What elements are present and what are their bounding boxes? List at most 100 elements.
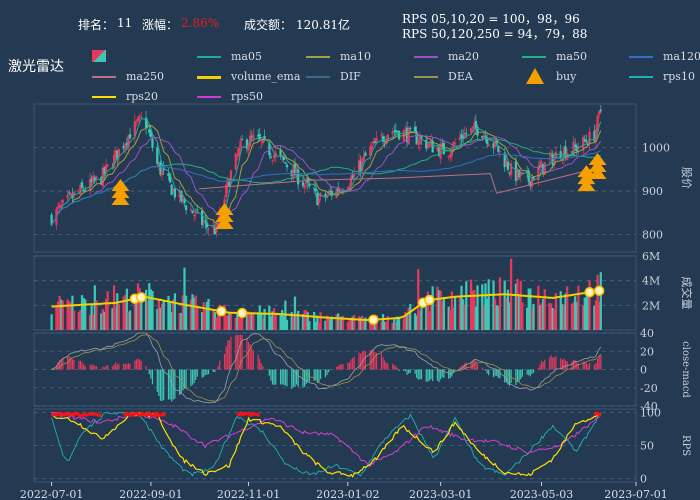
macd-bar — [102, 366, 104, 370]
legend-swatch-triangle — [526, 68, 544, 84]
macd-bar — [161, 369, 163, 402]
volume-bar — [495, 305, 498, 330]
macd-bar — [246, 337, 248, 370]
candle-body — [313, 188, 316, 190]
candle-body — [56, 206, 60, 209]
macd-bar — [174, 369, 176, 399]
macd-bar — [358, 352, 360, 370]
macd-bar — [94, 365, 96, 370]
volume-bar — [69, 302, 72, 330]
candle-body — [498, 150, 502, 152]
volume-bar — [93, 285, 96, 330]
volume-bar — [225, 315, 228, 330]
macd-bar — [68, 356, 70, 370]
volume-bar — [415, 315, 418, 330]
volume-bar — [173, 293, 177, 330]
legend-swatch-line — [92, 76, 116, 78]
macd-bar — [563, 358, 565, 370]
macd-bar — [84, 366, 86, 370]
legend-swatch-line — [197, 76, 221, 79]
candle-body — [138, 115, 141, 118]
candle-body — [229, 170, 233, 184]
volume-bar — [167, 295, 170, 330]
buy-triangle — [588, 152, 607, 165]
turnover-label: 成交额： — [244, 18, 293, 32]
buy-triangle — [111, 186, 130, 199]
macd-bar — [518, 369, 520, 382]
volume-bar — [303, 310, 306, 330]
volume-bar — [338, 317, 341, 330]
ma120-line — [51, 150, 602, 226]
candle-body — [297, 169, 300, 185]
candle-body — [314, 189, 317, 192]
macd-bar — [134, 360, 136, 370]
rps-highlight — [593, 411, 602, 418]
volume-bar — [122, 296, 125, 330]
candle-body — [373, 141, 377, 144]
macd-bar — [292, 369, 294, 387]
candle-body — [184, 205, 188, 211]
volume-bar — [212, 309, 215, 330]
candle-body — [281, 156, 284, 158]
volume-bar — [329, 319, 332, 330]
macd-bar — [182, 369, 184, 391]
candle-body — [370, 145, 373, 150]
candle-body — [149, 130, 152, 137]
candle-body — [554, 152, 558, 158]
volume-bar — [100, 313, 103, 330]
volume-bar — [260, 314, 263, 330]
macd-bar — [79, 360, 82, 370]
volume-bar — [425, 306, 428, 330]
volume-bar — [465, 281, 468, 330]
x-tick-label: 2023-07-01 — [604, 488, 667, 500]
volume-bar — [61, 300, 64, 330]
volume-bar — [469, 279, 473, 330]
macd-bar — [395, 366, 397, 370]
volume-bar — [474, 306, 478, 330]
macd-bar — [228, 339, 230, 370]
candle-body — [516, 168, 519, 180]
candle-body — [570, 151, 574, 153]
macd-bar — [560, 358, 562, 370]
rps20-line — [51, 412, 602, 478]
volume-bar — [196, 305, 199, 330]
macd-bar — [393, 364, 395, 370]
volume-bar — [594, 300, 598, 330]
candle-body — [140, 116, 143, 118]
volume-bar — [562, 304, 566, 330]
legend-label: ma10 — [340, 50, 371, 63]
candle-body — [125, 142, 128, 145]
macd-bar — [326, 369, 328, 376]
macd-bar — [385, 362, 387, 370]
candle-body — [594, 129, 598, 143]
macd-bar — [283, 369, 285, 385]
macd-bar — [350, 359, 352, 370]
candle-body — [124, 144, 127, 150]
volume-bar — [484, 283, 487, 330]
macd-bar — [252, 350, 254, 370]
volume-bar — [405, 313, 409, 330]
candle-body — [316, 192, 319, 206]
x-tick-label: 2022-07-01 — [20, 488, 83, 500]
macd-bar — [57, 362, 59, 370]
macd-bar — [440, 369, 442, 380]
macd-bar — [553, 357, 555, 370]
macd-bar — [376, 352, 378, 370]
macd-tick-label: -40 — [640, 400, 658, 413]
candle-body — [585, 140, 588, 143]
buy-triangle — [111, 179, 130, 192]
volume-marker — [593, 285, 605, 297]
macd-bar — [78, 360, 80, 370]
volume-bar — [492, 280, 495, 330]
x-tick-label: 2023-03-01 — [409, 488, 472, 500]
macd-bar — [206, 369, 208, 375]
macd-bar — [417, 369, 419, 380]
candle-body — [598, 111, 601, 115]
candle-body — [404, 129, 407, 132]
candle-body — [396, 131, 399, 133]
volume-bar — [140, 293, 143, 330]
volume-bar — [80, 295, 84, 330]
legend-label: ma05 — [231, 50, 262, 63]
macd-bar — [499, 369, 501, 379]
candle-body — [95, 176, 98, 179]
